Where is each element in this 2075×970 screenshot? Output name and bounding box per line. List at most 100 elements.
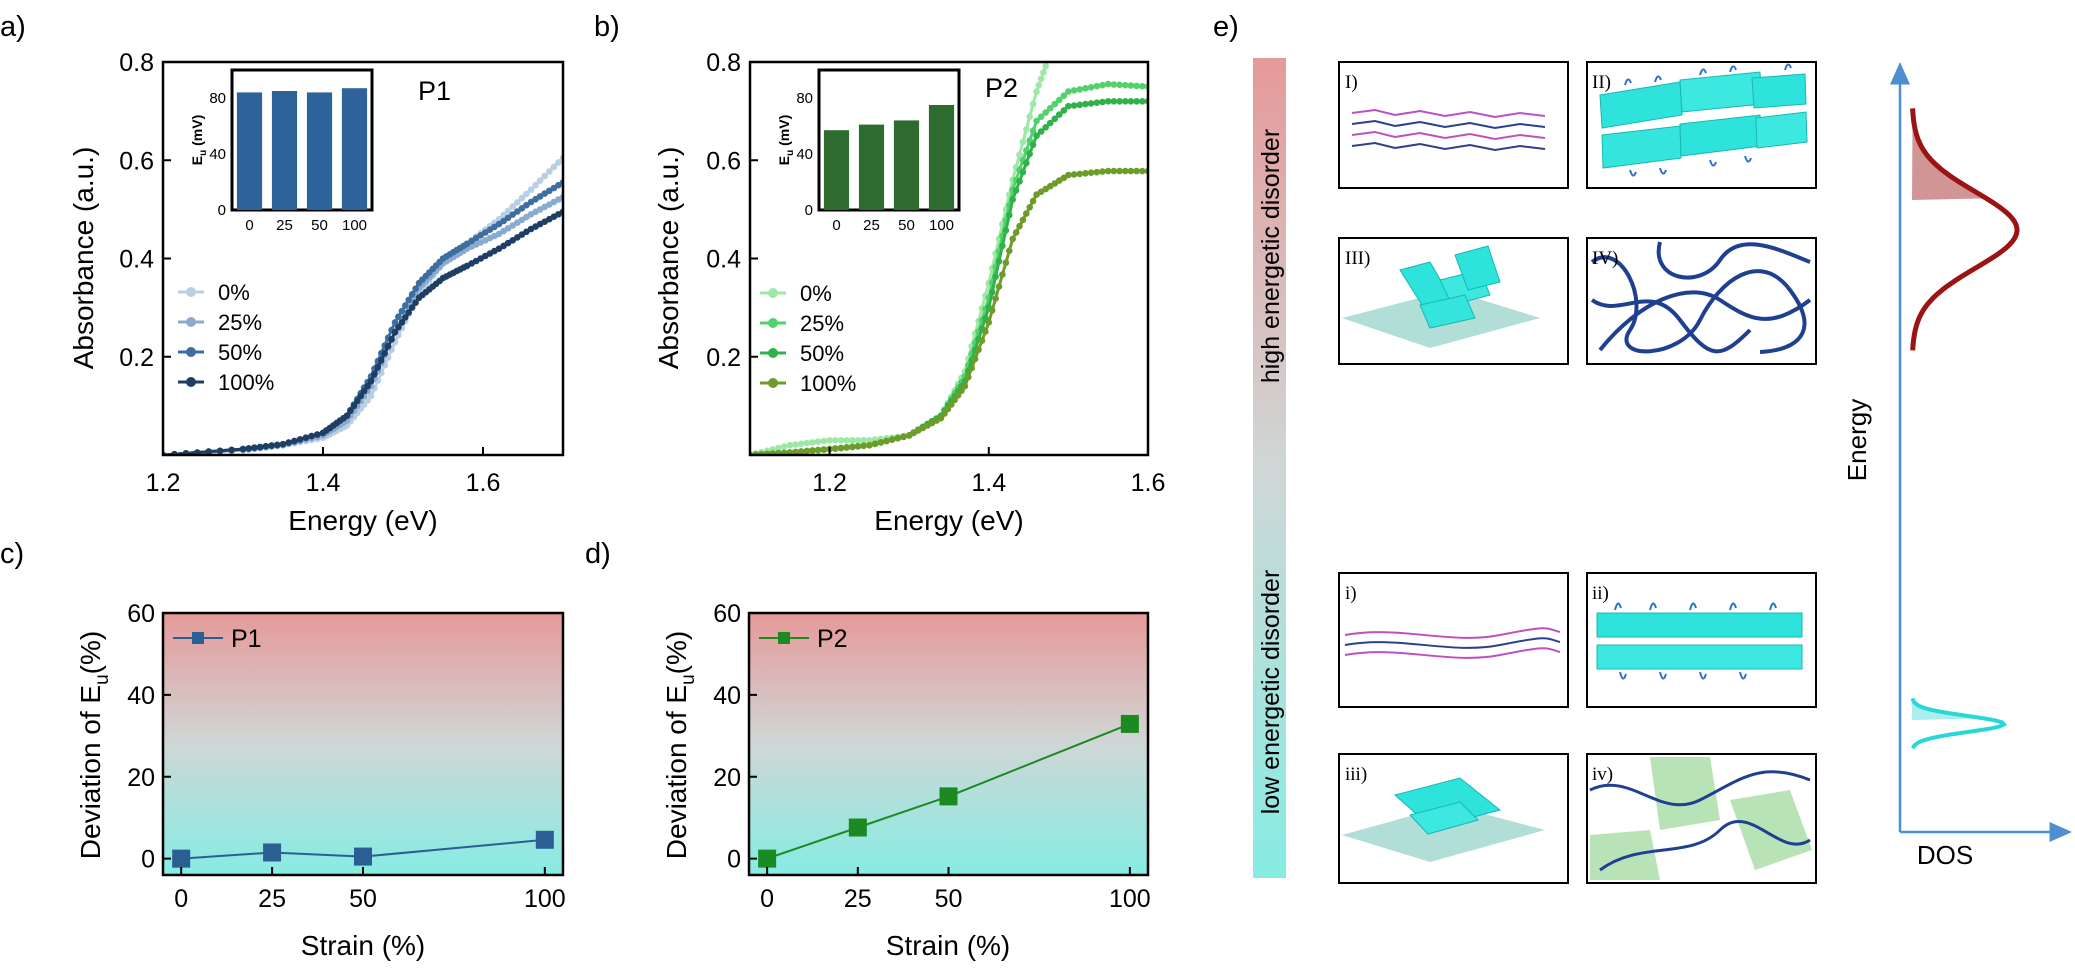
b-series-3-point [837,444,845,452]
panel-e-label: e) [1213,11,1239,43]
b-series-3-point [900,433,907,441]
b-inset-ytick: 80 [796,90,813,107]
b-series-3-point [999,271,1006,278]
b-series-3-point [849,443,856,451]
b-series-2-point [1065,102,1072,110]
b-series-3-point [797,448,805,455]
a-series-3-point [308,432,315,440]
b-series-3-point [988,307,996,314]
a-ytick-label: 0.4 [119,246,154,274]
a-series-3-point [343,412,351,420]
b-legend-marker [768,378,778,388]
narrow-dos-curve [1910,697,2008,750]
panel-c: c) 0 25 50 100 0 20 40 60 Strain (%) Deviation … [0,538,566,961]
b-inset-xtick: 50 [898,217,915,234]
b-series-3-point [944,405,952,413]
panel-b-ylabel: Absorbance (a.u.) [653,147,684,370]
c-data-point [535,830,554,849]
d-xtick-label: 50 [935,885,963,913]
b-series-0-point [1019,138,1027,146]
b-inset-ytick: 0 [805,202,813,219]
b-series-3-point [888,436,896,443]
d-series-line [766,722,1131,860]
b-series-3-point [877,439,885,446]
a-series-3-point [274,441,281,449]
a-series-3-point [357,392,365,400]
b-series-1-point [1056,96,1063,104]
a-series-3-point [395,324,402,331]
panel-d: d) 0 25 50 100 0 20 40 60 Strain (%) Deviation … [585,538,1151,961]
b-series-3-point [982,328,989,335]
semicrystalline-image [1589,757,1812,880]
a-series-3-point [378,357,385,364]
a-series-3-point [194,449,201,455]
a-series-3-point [364,382,371,390]
b-series-2-point [1133,98,1140,105]
b-legend-label: 25% [800,311,844,336]
b-series-3-point [1065,171,1072,179]
a-series-3-point [251,444,258,452]
a-series-3-point [347,407,354,415]
disordered-stacks-image [1342,245,1540,348]
b-legend-marker [768,318,778,328]
d-xtick-label: 0 [760,885,774,913]
b-series-2-point [1122,98,1129,105]
panel-b-legend: 0% 25% 50% 100% [760,281,856,396]
panel-c-label: c) [0,538,24,570]
b-series-0-point [1016,151,1023,158]
a-series-0-point [527,186,535,193]
box-ii-label: ii) [1592,583,1609,604]
b-series-1-point [1139,82,1146,90]
b-series-0-point [809,439,816,446]
a-legend-label: 50% [218,340,262,365]
a-series-2-point [412,285,419,293]
b-series-1-point [1060,92,1068,99]
b-series-0-point [1042,62,1049,70]
b-legend-label: 100% [800,371,856,396]
panel-a-legend: 0% 25% 50% 100% [178,280,274,395]
panel-c-legend: P1 [173,625,262,653]
c-ytick-label: 40 [127,682,155,710]
a-series-3-point [412,299,419,307]
box-i: i) [1338,572,1569,708]
a-legend-marker [186,377,196,387]
a-inset-xtick: 50 [311,217,328,234]
b-series-3-point [1012,229,1020,236]
c-xtick-label: 25 [258,885,286,913]
b-series-0-point [826,437,833,444]
a-series-3-point [291,437,298,445]
a-legend-label: 100% [218,370,274,395]
b-series-1-point [1104,80,1112,88]
b-series-2-point [1012,187,1020,194]
a-inset-bar [271,91,298,210]
a-series-0-point [518,194,526,202]
a-series-0-point [523,190,530,198]
b-series-0-point [797,440,805,448]
b-series-3-point [1133,167,1140,175]
box-i-label: i) [1345,583,1357,604]
b-series-1-point [1116,81,1123,89]
d-ytick-label: 20 [713,764,741,792]
d-ytick-label: 60 [713,600,741,628]
b-series-2-point [1016,178,1023,185]
a-series-0-point [504,207,512,215]
b-series-3-point [1087,169,1095,176]
b-series-2-point [992,273,999,281]
a-series-3-point [296,436,304,443]
b-series-0-point [843,437,850,444]
b-series-2-point [1093,99,1101,106]
a-series-3-point [360,387,368,395]
b-series-0-point [1029,100,1037,108]
b-series-2-point [1037,128,1045,135]
b-series-3-point [786,449,794,455]
b-series-3-point [866,441,873,449]
b-series-0-point [1026,113,1033,120]
d-data-point [848,818,867,837]
b-series-2-point [1076,101,1084,109]
b-series-2-point [1046,119,1054,127]
b-series-1-point [1046,105,1054,112]
b-series-0-point [837,437,845,444]
b-xtick-label: 1.6 [1131,469,1166,497]
b-ytick-label: 0.6 [706,147,741,175]
